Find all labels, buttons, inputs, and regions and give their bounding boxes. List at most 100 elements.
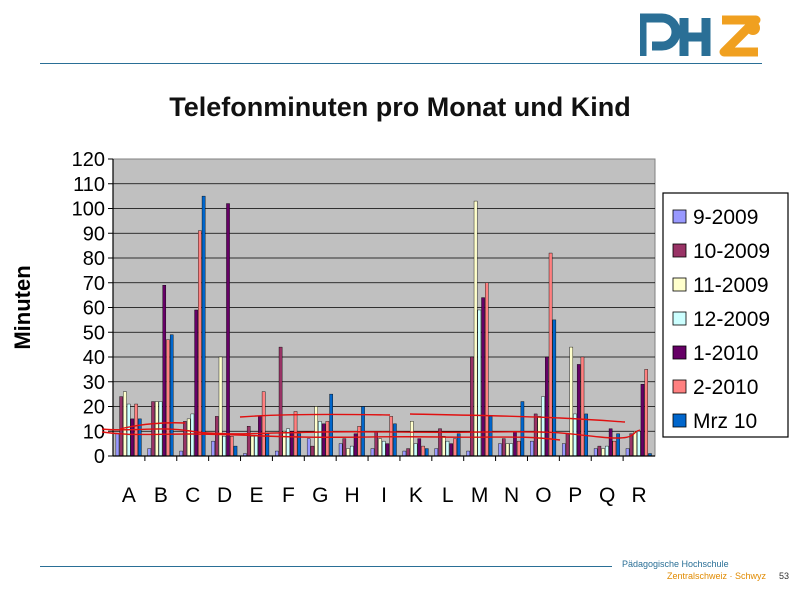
bar	[350, 445, 354, 457]
bar	[282, 431, 287, 457]
bar	[466, 450, 470, 457]
legend-swatch	[672, 209, 687, 224]
bar	[393, 423, 397, 457]
bar	[385, 443, 390, 457]
bar	[218, 356, 223, 457]
bar	[357, 426, 362, 457]
bar	[190, 413, 195, 457]
legend-label: 12-2009	[693, 308, 770, 331]
legend-swatch	[672, 379, 687, 394]
legend-swatch	[672, 311, 687, 326]
bar	[453, 438, 457, 457]
bar	[265, 433, 270, 457]
bar	[445, 440, 450, 457]
x-tick-label: P	[568, 484, 582, 507]
legend-label: 9-2009	[693, 206, 758, 229]
page-number: 53	[779, 571, 790, 581]
trend-annotation-line	[239, 413, 391, 418]
bar	[226, 203, 230, 457]
trend-annotation-line	[409, 413, 626, 423]
bar	[275, 450, 279, 457]
legend-swatch	[672, 413, 687, 428]
trend-annotation-line	[101, 431, 561, 441]
bar	[477, 309, 482, 457]
bar	[473, 200, 478, 457]
x-tick-label: D	[217, 484, 232, 507]
bar	[410, 421, 414, 457]
bar	[402, 450, 407, 457]
phz-logo	[640, 13, 761, 57]
bar	[278, 346, 283, 457]
bar	[321, 423, 326, 457]
bar	[498, 443, 502, 457]
trend-annotation-line	[119, 422, 186, 430]
legend-swatch	[672, 345, 687, 360]
bar	[162, 285, 167, 457]
bar	[501, 438, 506, 457]
y-tick-label: 70	[83, 273, 105, 295]
bar	[222, 436, 227, 457]
bar	[329, 393, 333, 457]
bar	[342, 438, 347, 457]
bar	[198, 230, 202, 457]
bar	[576, 364, 581, 457]
legend-label: 10-2009	[693, 240, 770, 263]
header-divider	[40, 63, 762, 64]
x-tick-label: O	[535, 484, 551, 507]
bar	[306, 438, 311, 457]
x-tick-label: I	[381, 484, 387, 507]
bar	[552, 319, 557, 457]
y-axis-label: Minuten	[10, 265, 35, 349]
bar	[629, 433, 634, 457]
x-tick-label: M	[471, 484, 489, 507]
bar	[250, 436, 255, 457]
bar	[505, 443, 510, 457]
x-tick-label: N	[504, 484, 519, 507]
bar	[261, 391, 266, 457]
footer-location: Zentralschweiz · Schwyz	[667, 571, 767, 581]
bar	[530, 440, 534, 457]
bar	[211, 440, 215, 457]
bar	[130, 418, 135, 457]
bar	[520, 401, 525, 457]
y-tick-label: 0	[94, 446, 105, 468]
bar	[229, 436, 234, 457]
legend-label: Mrz 10	[693, 410, 757, 433]
bar	[381, 440, 386, 457]
y-tick-label: 40	[83, 347, 105, 369]
x-tick-label: K	[409, 484, 423, 507]
bar	[169, 334, 174, 457]
y-tick-label: 100	[72, 199, 105, 221]
bar	[449, 443, 453, 457]
bar	[406, 448, 410, 457]
bar	[636, 431, 641, 457]
y-tick-label: 20	[83, 397, 105, 419]
bar	[147, 448, 152, 457]
bar	[123, 391, 127, 457]
bar	[640, 384, 645, 457]
y-tick-label: 10	[83, 421, 105, 443]
y-tick-label: 30	[83, 372, 105, 394]
bar	[608, 428, 613, 457]
bar	[541, 396, 545, 457]
footer-institution: Pädagogische Hochschule	[622, 559, 729, 569]
bar	[562, 443, 566, 457]
x-tick-label: H	[345, 484, 360, 507]
bar	[470, 356, 474, 457]
x-tick-label: E	[249, 484, 263, 507]
x-tick-label: B	[154, 484, 168, 507]
bar	[186, 418, 191, 457]
chart-title: Telefonminuten pro Monat und Kind	[169, 92, 631, 122]
bar	[201, 195, 206, 457]
legend-swatch	[672, 277, 687, 292]
bar	[601, 448, 605, 457]
y-tick-label: 110	[73, 174, 105, 196]
bar	[516, 440, 521, 457]
legend-label: 11-2009	[693, 274, 769, 297]
x-tick-label: G	[312, 484, 328, 507]
bar	[612, 440, 617, 457]
bar	[115, 433, 120, 457]
bar	[548, 252, 553, 457]
bar	[246, 426, 251, 457]
